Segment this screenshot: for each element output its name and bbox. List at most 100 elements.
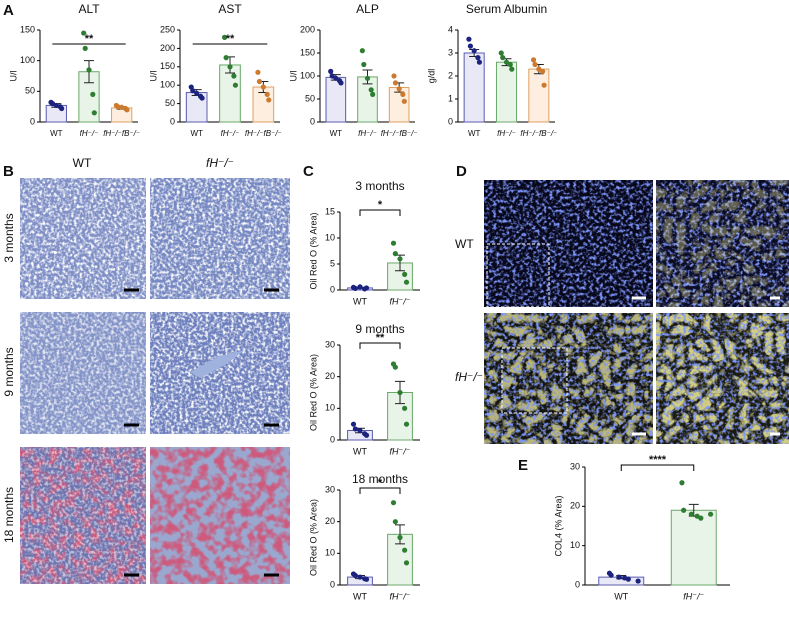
y-tick-label: 15	[325, 206, 335, 216]
y-axis-label: Oil Red O (% Area)	[308, 212, 318, 289]
x-tick-label: WT	[330, 129, 343, 138]
y-tick-label: 10	[325, 232, 335, 242]
y-tick-label: 30	[325, 484, 335, 494]
x-tick-label: WT	[614, 591, 628, 601]
chart-title: ALP	[356, 2, 379, 16]
micrograph-texture	[20, 447, 146, 584]
micrograph-texture	[484, 313, 653, 444]
x-tick-label: fH⁻/⁻	[358, 129, 377, 138]
significance-bracket	[620, 464, 695, 471]
x-tick-label: WT	[353, 446, 367, 456]
panel-label: A	[3, 2, 14, 19]
y-tick-label: 0	[170, 116, 175, 126]
y-tick-label: 20	[570, 501, 580, 511]
data-point	[392, 364, 398, 370]
zoom-box	[486, 243, 550, 308]
x-tick-label: WT	[353, 591, 367, 601]
x-tick-label: fH⁻/⁻fB⁻/⁻	[103, 129, 140, 138]
y-tick-label: 150	[20, 24, 35, 34]
data-point	[231, 73, 237, 79]
data-point	[403, 421, 410, 427]
y-tick-label: 3	[448, 47, 453, 57]
histology-images	[20, 178, 290, 584]
data-point	[539, 68, 546, 74]
chart-title: 3 months	[355, 179, 404, 193]
row-label: 3 months	[2, 213, 16, 262]
y-axis-label: Oil Red O (% Area)	[308, 354, 318, 431]
data-point	[467, 43, 474, 49]
data-point	[90, 91, 96, 97]
data-point	[328, 68, 334, 74]
y-tick-label: 200	[160, 43, 175, 53]
data-point	[359, 48, 365, 54]
micrograph-texture	[150, 447, 290, 584]
data-point	[476, 59, 483, 65]
data-point	[475, 55, 481, 61]
data-point	[368, 87, 374, 93]
x-tick-label: fH⁻/⁻fB⁻/⁻	[520, 129, 557, 138]
data-point	[679, 480, 685, 486]
data-point	[530, 57, 537, 63]
x-tick-label: WT	[50, 129, 63, 138]
data-point	[338, 80, 344, 86]
data-point	[400, 91, 406, 97]
x-tick-label: fH⁻/⁻fB⁻/⁻	[245, 129, 282, 138]
data-point	[391, 73, 397, 79]
data-point	[91, 110, 97, 116]
data-point	[390, 240, 397, 246]
x-tick-label: WT	[468, 129, 481, 138]
data-point	[190, 88, 196, 94]
data-point	[688, 511, 694, 517]
data-point	[199, 95, 205, 101]
data-point	[625, 576, 631, 582]
row-label: fH⁻/⁻	[455, 370, 483, 384]
x-tick-label: fH⁻/⁻	[683, 591, 704, 601]
y-axis-label: COL4 (% Area)	[553, 495, 563, 556]
significance-label: *	[378, 477, 383, 489]
bar	[495, 61, 518, 123]
data-point	[223, 55, 229, 61]
y-axis-label: U/l	[148, 71, 158, 82]
data-point	[81, 30, 87, 36]
y-tick-label: 20	[325, 371, 335, 381]
data-point	[500, 55, 506, 61]
data-point	[264, 91, 270, 97]
y-tick-label: 0	[330, 284, 335, 294]
data-point	[397, 534, 403, 541]
y-axis-label: U/l	[288, 71, 298, 82]
data-point	[471, 48, 477, 54]
y-tick-label: 0	[310, 116, 315, 126]
data-point	[363, 285, 370, 291]
data-point	[698, 515, 704, 521]
data-point	[608, 572, 614, 578]
data-point	[352, 426, 358, 432]
x-tick-label: fH⁻/⁻	[80, 129, 99, 138]
data-point	[498, 50, 504, 56]
micrograph-texture	[150, 178, 290, 299]
data-point	[402, 271, 408, 277]
micrograph-texture	[656, 180, 789, 307]
y-tick-label: 2	[448, 70, 453, 80]
data-point	[390, 500, 397, 506]
data-point	[616, 574, 622, 580]
data-point	[370, 91, 376, 97]
y-tick-label: 4	[448, 24, 453, 34]
bar	[670, 509, 717, 586]
data-point	[350, 421, 357, 427]
data-point	[466, 36, 472, 42]
significance-label: ****	[649, 454, 667, 466]
data-point	[532, 61, 538, 68]
data-point	[194, 90, 200, 96]
column-label: WT	[73, 156, 92, 170]
error-bar	[395, 524, 405, 545]
micrograph-texture	[20, 178, 146, 299]
data-point	[82, 45, 88, 52]
y-tick-label: 0	[448, 116, 453, 126]
data-point	[352, 285, 358, 292]
row-label: 9 months	[2, 347, 16, 396]
data-point	[363, 576, 370, 582]
micrograph-texture	[150, 312, 290, 434]
data-point	[392, 251, 398, 257]
x-tick-label: WT	[353, 296, 367, 306]
